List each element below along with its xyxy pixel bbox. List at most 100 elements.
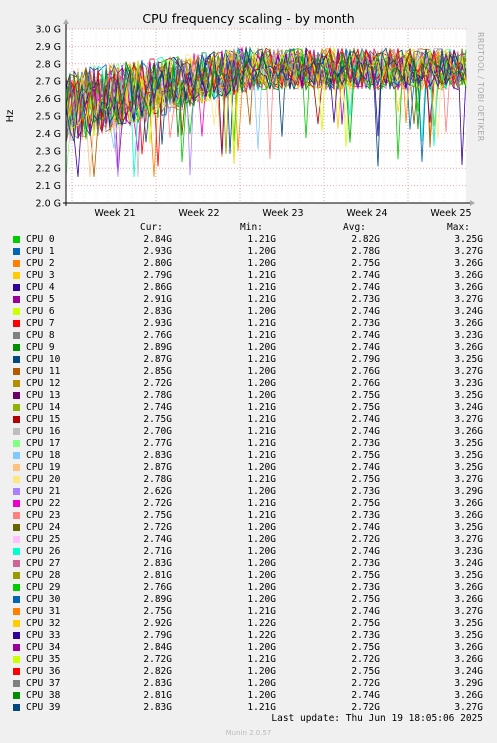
series-color-swatch	[13, 692, 20, 699]
max-value: 3.23G	[454, 330, 483, 341]
min-value: 1.22G	[247, 618, 276, 629]
series-color-swatch	[13, 536, 20, 543]
series-color-swatch	[13, 608, 20, 615]
series-name: CPU 39	[26, 702, 61, 713]
legend-row: CPU 15 2.75G 1.21G 2.74G 3.27G	[0, 414, 497, 426]
series-name: CPU 38	[26, 690, 61, 701]
max-value: 3.26G	[454, 498, 483, 509]
min-value: 1.20G	[247, 246, 276, 257]
series-color-swatch	[13, 248, 20, 255]
series-color-swatch	[13, 668, 20, 675]
series-name: CPU 19	[26, 462, 61, 473]
series-line	[65, 48, 467, 163]
cur-value: 2.85G	[143, 366, 172, 377]
max-value: 3.25G	[454, 462, 483, 473]
min-value: 1.20G	[247, 690, 276, 701]
cur-value: 2.81G	[143, 690, 172, 701]
last-update: Last update: Thu Jun 19 18:05:06 2025	[271, 713, 483, 724]
series-name: CPU 27	[26, 558, 61, 569]
max-value: 3.25G	[454, 450, 483, 461]
legend-row: CPU 39 2.83G 1.21G 2.72G 3.27G	[0, 702, 497, 714]
legend-row: CPU 35 2.72G 1.21G 2.72G 3.26G	[0, 654, 497, 666]
cur-value: 2.70G	[143, 426, 172, 437]
min-value: 1.20G	[247, 306, 276, 317]
legend-row: CPU 23 2.75G 1.21G 2.73G 3.26G	[0, 510, 497, 522]
cur-value: 2.93G	[143, 246, 172, 257]
y-tick-label: 2.6 G	[36, 94, 62, 105]
min-value: 1.21G	[247, 294, 276, 305]
cur-value: 2.83G	[143, 702, 172, 713]
avg-value: 2.78G	[351, 246, 380, 257]
legend-row: CPU 11 2.85G 1.20G 2.76G 3.27G	[0, 366, 497, 378]
cur-value: 2.78G	[143, 390, 172, 401]
cur-value: 2.75G	[143, 414, 172, 425]
series-name: CPU 7	[26, 318, 55, 329]
max-value: 3.24G	[454, 666, 483, 677]
series-line	[65, 47, 467, 167]
series-color-swatch	[13, 524, 20, 531]
series-name: CPU 32	[26, 618, 61, 629]
min-value: 1.20G	[247, 366, 276, 377]
avg-value: 2.75G	[351, 390, 380, 401]
min-value: 1.21G	[247, 438, 276, 449]
rrdtool-credit: RRDTOOL / TOBI OETIKER	[476, 32, 485, 142]
min-value: 1.20G	[247, 342, 276, 353]
min-value: 1.20G	[247, 546, 276, 557]
avg-value: 2.74G	[351, 414, 380, 425]
cur-value: 2.83G	[143, 678, 172, 689]
cur-value: 2.86G	[143, 282, 172, 293]
max-value: 3.27G	[454, 606, 483, 617]
max-value: 3.25G	[454, 354, 483, 365]
series-color-swatch	[13, 680, 20, 687]
series-color-swatch	[13, 644, 20, 651]
x-tick-label: Week 21	[94, 208, 135, 219]
legend-row: CPU 34 2.84G 1.20G 2.75G 3.26G	[0, 642, 497, 654]
min-value: 1.21G	[247, 270, 276, 281]
series-color-swatch	[13, 656, 20, 663]
series-name: CPU 0	[26, 234, 55, 245]
max-value: 3.29G	[454, 678, 483, 689]
cur-value: 2.89G	[143, 594, 172, 605]
y-tick-label: 2.3 G	[36, 146, 62, 157]
series-name: CPU 17	[26, 438, 61, 449]
cur-value: 2.72G	[143, 498, 172, 509]
min-value: 1.21G	[247, 426, 276, 437]
min-value: 1.20G	[247, 522, 276, 533]
cur-value: 2.72G	[143, 378, 172, 389]
max-value: 3.23G	[454, 546, 483, 557]
legend-row: CPU 3 2.79G 1.21G 2.74G 3.26G	[0, 270, 497, 282]
max-value: 3.27G	[454, 414, 483, 425]
series-name: CPU 15	[26, 414, 61, 425]
series-name: CPU 5	[26, 294, 55, 305]
max-value: 3.27G	[454, 294, 483, 305]
y-tick-label: 2.4 G	[36, 129, 62, 140]
max-value: 3.24G	[454, 306, 483, 317]
series-color-swatch	[13, 296, 20, 303]
cur-value: 2.82G	[143, 666, 172, 677]
cur-value: 2.75G	[143, 510, 172, 521]
min-value: 1.21G	[247, 354, 276, 365]
series-name: CPU 2	[26, 258, 55, 269]
avg-value: 2.82G	[351, 234, 380, 245]
cur-value: 2.80G	[143, 258, 172, 269]
avg-value: 2.75G	[351, 258, 380, 269]
min-value: 1.22G	[247, 630, 276, 641]
max-value: 3.26G	[454, 582, 483, 593]
series-name: CPU 18	[26, 450, 61, 461]
series-color-swatch	[13, 392, 20, 399]
x-tick-labels: Week 21 Week 22 Week 23 Week 24 Week 25	[94, 208, 471, 219]
avg-value: 2.73G	[351, 294, 380, 305]
chart-title: CPU frequency scaling - by month	[142, 11, 355, 26]
max-value: 3.27G	[454, 246, 483, 257]
series-color-swatch	[13, 236, 20, 243]
y-tick-label: 2.8 G	[36, 59, 62, 70]
max-value: 3.26G	[454, 426, 483, 437]
series-name: CPU 20	[26, 474, 61, 485]
series-name: CPU 1	[26, 246, 55, 257]
x-tick-label: Week 25	[430, 208, 471, 219]
avg-value: 2.74G	[351, 270, 380, 281]
series-lines	[65, 46, 467, 177]
max-value: 3.26G	[454, 282, 483, 293]
series-name: CPU 8	[26, 330, 55, 341]
series-color-swatch	[13, 632, 20, 639]
